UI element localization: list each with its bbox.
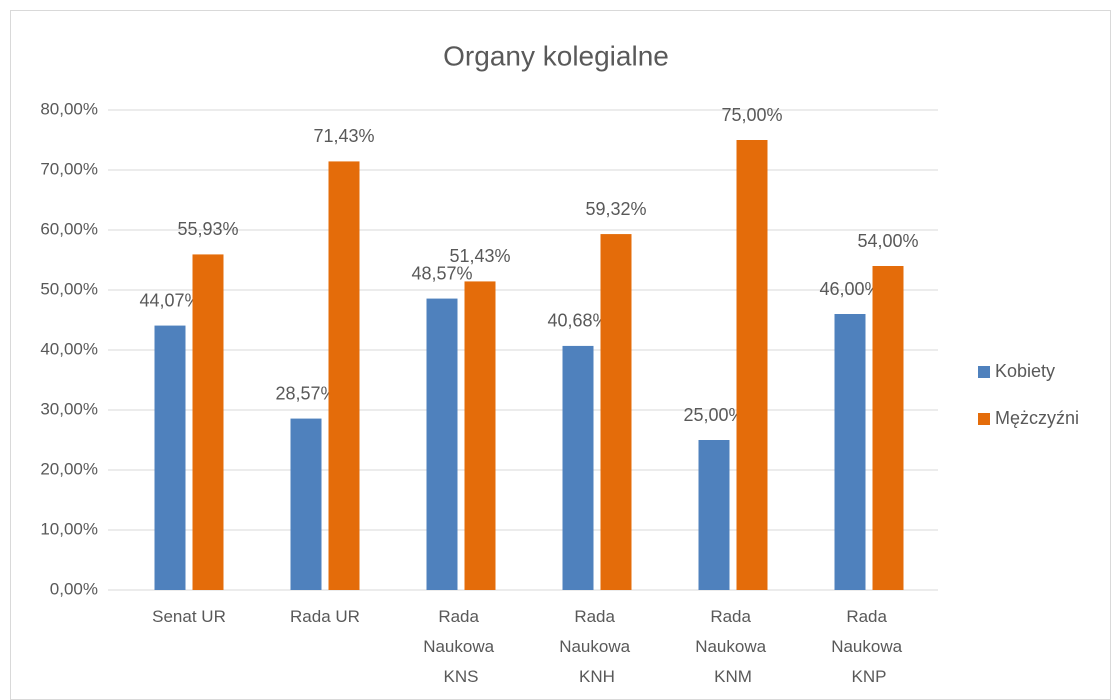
bar xyxy=(154,325,186,590)
x-tick-line: KNS xyxy=(444,667,479,686)
data-label: 55,93% xyxy=(177,219,238,239)
y-tick-label: 30,00% xyxy=(40,399,98,418)
x-tick-label: Rada UR xyxy=(290,607,360,626)
y-tick-label: 40,00% xyxy=(40,339,98,358)
bar xyxy=(426,298,458,590)
x-tick-label: Rada Naukowa KNM xyxy=(695,607,771,686)
x-tick-line: Senat UR xyxy=(152,607,226,626)
y-tick-label: 60,00% xyxy=(40,219,98,238)
bar xyxy=(600,234,632,590)
x-tick-line: Naukowa xyxy=(423,637,499,656)
data-label: 75,00% xyxy=(721,105,782,125)
data-label: 48,57% xyxy=(411,263,472,283)
x-tick-label: Senat UR xyxy=(152,607,226,626)
data-label: 59,32% xyxy=(585,199,646,219)
bar xyxy=(192,254,224,591)
bar xyxy=(290,418,322,590)
x-tick-line: KNM xyxy=(714,667,752,686)
data-label: 71,43% xyxy=(313,126,374,146)
y-tick-label: 80,00% xyxy=(40,99,98,118)
y-tick-label: 10,00% xyxy=(40,519,98,538)
x-tick-line: Naukowa xyxy=(695,637,771,656)
x-tick-line: Rada xyxy=(846,607,891,626)
legend-label: Kobiety xyxy=(995,361,1055,381)
legend-swatch xyxy=(978,366,990,378)
bar xyxy=(872,266,904,590)
x-tick-label: Rada Naukowa KNS xyxy=(423,607,499,686)
x-tick-label: Rada Naukowa KNP xyxy=(831,607,907,686)
bar xyxy=(834,314,866,590)
x-tick-line: Rada xyxy=(574,607,619,626)
data-label: 46,00% xyxy=(819,279,880,299)
data-label: 28,57% xyxy=(275,383,336,403)
x-tick-line: Rada xyxy=(710,607,755,626)
legend-swatch xyxy=(978,413,990,425)
bar xyxy=(562,345,594,590)
y-tick-label: 20,00% xyxy=(40,459,98,478)
bar xyxy=(698,440,730,590)
data-label: 25,00% xyxy=(683,405,744,425)
x-tick-line: Naukowa xyxy=(559,637,635,656)
x-tick-line: Rada xyxy=(438,607,483,626)
data-label: 54,00% xyxy=(857,231,918,251)
y-tick-label: 0,00% xyxy=(50,579,98,598)
bar xyxy=(736,140,768,590)
x-tick-line: KNH xyxy=(579,667,615,686)
bar xyxy=(464,281,496,590)
chart-title: Organy kolegialne xyxy=(443,40,669,71)
x-tick-label: Rada Naukowa KNH xyxy=(559,607,635,686)
y-tick-label: 50,00% xyxy=(40,279,98,298)
x-tick-line: Rada UR xyxy=(290,607,360,626)
bar xyxy=(328,161,360,591)
y-tick-label: 70,00% xyxy=(40,159,98,178)
data-label: 44,07% xyxy=(139,290,200,310)
data-label: 51,43% xyxy=(449,246,510,266)
x-tick-line: Naukowa xyxy=(831,637,907,656)
data-label: 40,68% xyxy=(547,311,608,331)
legend-label: Mężczyźni xyxy=(995,408,1079,428)
x-tick-line: KNP xyxy=(852,667,887,686)
